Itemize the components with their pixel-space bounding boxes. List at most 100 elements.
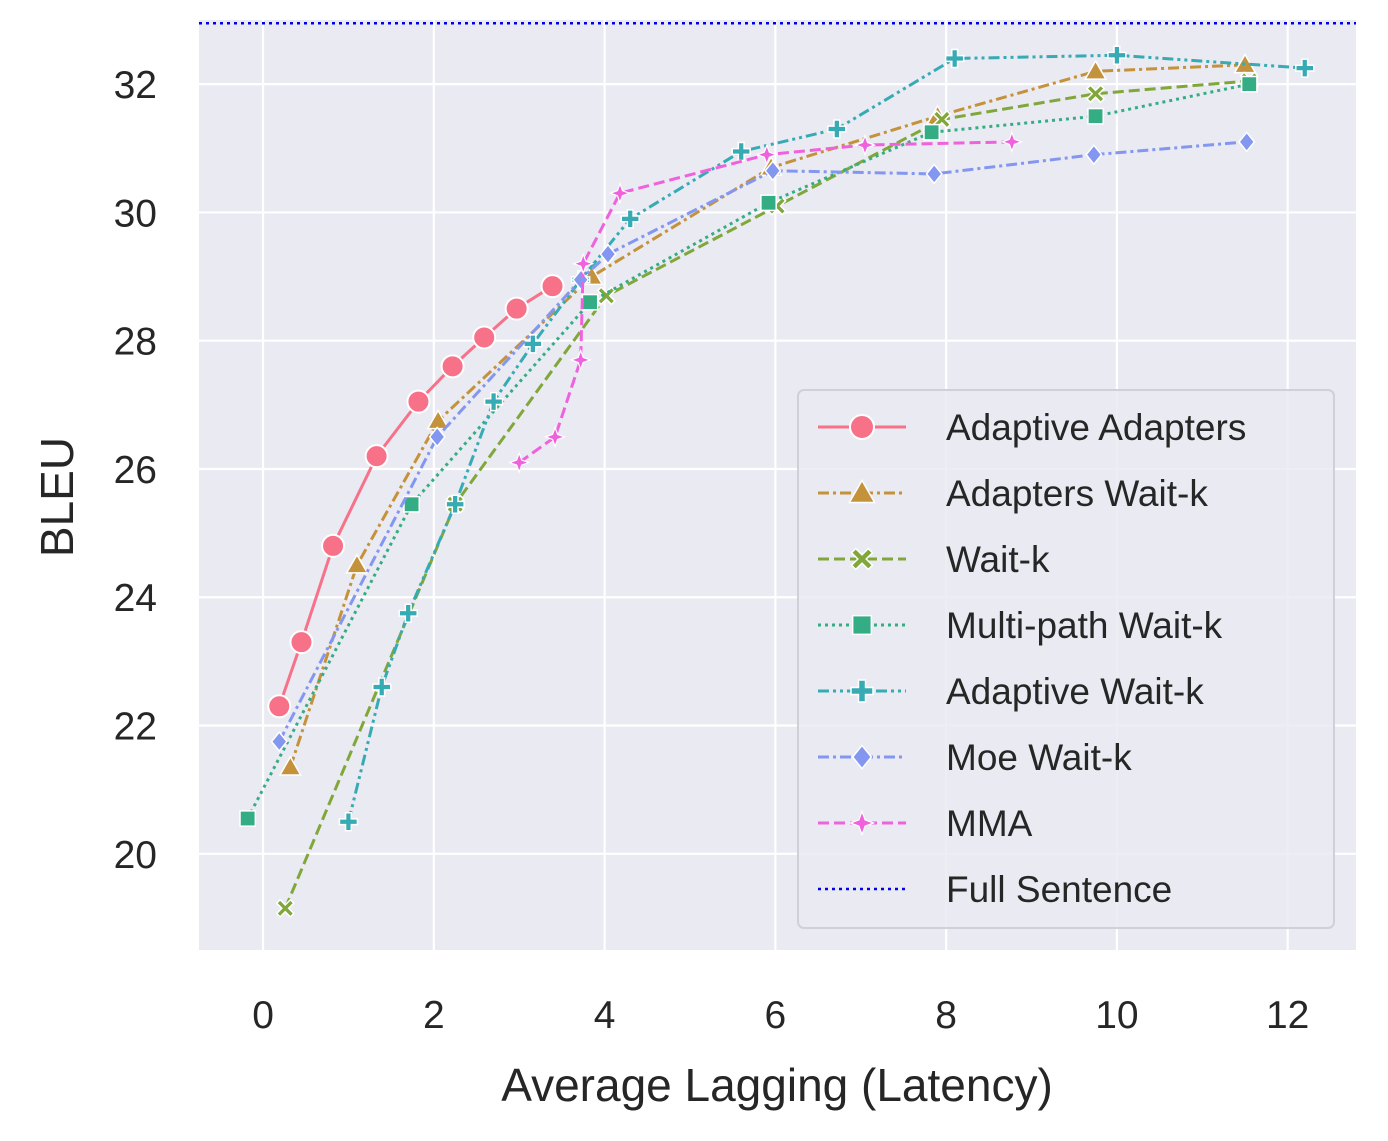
legend-marker [849,414,875,440]
legend-marker [848,809,876,837]
data-point [371,677,392,697]
data-point [406,389,431,414]
y-tick-label: 30 [114,192,157,235]
legend-label: Adaptive Adapters [946,407,1246,448]
data-point [944,48,965,69]
legend-item: MMA [818,803,1033,844]
legend-marker [850,679,874,703]
data-point [1085,84,1106,104]
data-point [620,209,640,229]
y-tick-label: 28 [114,321,157,364]
legend-marker [850,547,874,571]
data-point [445,494,465,514]
legend-item: Multi-path Wait-k [818,605,1223,646]
data-point [925,163,943,185]
x-tick-label: 0 [252,994,274,1037]
x-tick-label: 8 [935,994,957,1037]
data-point [321,533,346,558]
legend-label: Multi-path Wait-k [946,605,1223,646]
data-point [1238,131,1256,153]
legend-marker [851,614,873,636]
data-point [760,194,777,212]
data-point [440,354,465,379]
x-axis-label: Average Lagging (Latency) [501,1059,1053,1111]
data-point [1240,75,1258,93]
data-point [572,269,590,291]
y-tick-label: 32 [114,64,157,107]
series-line [288,63,1246,768]
y-axis-label: BLEU [31,437,83,557]
data-point [932,109,952,130]
data-point [507,451,531,474]
x-tick-label: 6 [765,994,787,1037]
series-layer [199,21,1356,918]
data-point [764,160,782,182]
data-point [364,444,389,469]
data-point [1295,58,1315,78]
y-tick-labels: 20 22 24 26 28 30 32 [114,64,157,877]
legend-label: Adaptive Wait-k [946,671,1204,712]
data-point [1083,59,1108,80]
data-point [483,391,504,412]
x-tick-label: 12 [1266,994,1309,1037]
legend-label: Adapters Wait-k [946,473,1208,514]
series-moe-wait-k [270,131,1256,753]
x-tick-label: 2 [423,994,445,1037]
legend-label: Moe Wait-k [946,737,1132,778]
legend-item: Adaptive Wait-k [818,671,1204,712]
data-point [278,755,303,776]
series-multi-path-wait-k [239,75,1258,827]
data-point [504,296,529,321]
data-point [1107,45,1127,66]
series-mma [507,130,1024,474]
data-point [1087,107,1104,125]
data-point [267,694,292,719]
legend-marker [848,478,876,504]
legend-item: Adaptive Adapters [818,407,1246,448]
legend-item: Full Sentence [818,869,1172,910]
data-point [731,141,751,162]
data-point [572,252,595,275]
series-line [277,140,1247,743]
legend-label: Full Sentence [946,869,1172,910]
data-point [827,119,847,139]
legend-item: Adapters Wait-k [818,473,1208,514]
data-point [428,426,446,448]
x-tick-labels: 0 2 4 6 8 10 12 [252,994,1309,1037]
data-point [398,603,418,624]
y-tick-label: 24 [114,577,157,620]
y-tick-label: 20 [114,834,157,877]
data-point [853,133,877,157]
legend-label: Wait-k [946,539,1050,580]
data-point [275,898,295,918]
series-line [518,140,1012,464]
data-point [1085,144,1103,166]
legend-item: Wait-k [818,539,1050,580]
data-point [338,811,359,832]
y-tick-label: 22 [114,706,157,749]
data-point [923,123,941,141]
data-point [1000,130,1024,154]
y-tick-label: 26 [114,449,157,492]
legend-label: MMA [946,803,1033,844]
data-point [472,325,497,350]
data-point [608,181,632,205]
legend-marker [851,744,873,770]
data-point [289,630,314,655]
x-tick-label: 10 [1095,994,1138,1037]
series-adaptive-adapters [267,274,565,719]
data-point [239,810,257,827]
legend-item: Moe Wait-k [818,737,1132,778]
data-point [569,348,592,372]
data-point [543,425,567,449]
legend-box [797,389,1335,929]
data-point [270,730,288,753]
data-point [345,553,369,574]
data-point [540,274,565,299]
legend: Adaptive Adapters Adapters Wait-k Wait-k Mu… [797,389,1335,929]
data-point [755,143,779,166]
x-tick-label: 4 [594,994,616,1037]
data-point [599,243,617,265]
data-point [581,293,599,311]
